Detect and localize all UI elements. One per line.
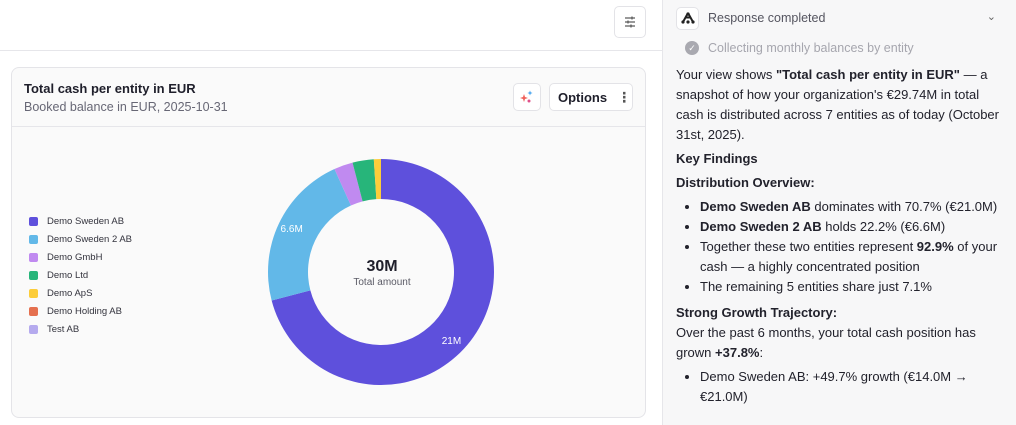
- list-item: The remaining 5 entities share just 7.1%: [700, 277, 1006, 297]
- card-subtitle: Booked balance in EUR, 2025-10-31: [24, 100, 228, 114]
- item-text: The remaining 5 entities share just 7.1%: [700, 279, 932, 294]
- legend-swatch: [29, 289, 38, 298]
- ai-assist-button[interactable]: [513, 83, 541, 111]
- legend-swatch: [29, 306, 38, 316]
- legend-swatch: [29, 271, 38, 281]
- slice-data-label: 6.6M: [281, 224, 303, 235]
- chart-card: Total cash per entity in EUR Booked bala…: [11, 67, 646, 418]
- donut-slice[interactable]: [271, 159, 494, 385]
- top-toolbar: [0, 0, 662, 51]
- card-title: Total cash per entity in EUR: [24, 81, 196, 96]
- item-text: dominates with 70.7% (€21.0M): [810, 199, 998, 214]
- assistant-message: Your view shows "Total cash per entity i…: [676, 65, 1006, 413]
- legend-item[interactable]: Demo GmbH: [29, 249, 132, 267]
- chevron-down-icon[interactable]: ⌄: [986, 11, 996, 23]
- legend-swatch: [29, 324, 38, 334]
- options-button[interactable]: Options ⋮: [549, 83, 633, 111]
- intro-text: Your view shows: [676, 67, 776, 82]
- item-text: Together these two entities represent: [700, 239, 917, 254]
- step-label: Collecting monthly balances by entity: [708, 41, 914, 55]
- card-header: Total cash per entity in EUR Booked bala…: [12, 68, 645, 127]
- list-item: Demo Sweden 2 AB holds 22.2% (€6.6M): [700, 217, 1006, 237]
- legend-item[interactable]: Demo Sweden 2 AB: [29, 231, 132, 249]
- assistant-logo-icon: [680, 12, 695, 24]
- donut-slice[interactable]: [373, 159, 381, 200]
- options-label: Options: [558, 89, 608, 105]
- vertical-dots-icon: ⋮: [617, 89, 632, 105]
- list-item: Demo Sweden AB dominates with 70.7% (€21…: [700, 197, 1006, 217]
- list-item: Together these two entities represent 92…: [700, 237, 1006, 277]
- legend-item[interactable]: Demo ApS: [29, 285, 132, 303]
- legend-label: Demo Sweden AB: [47, 216, 125, 228]
- intro-paragraph: Your view shows "Total cash per entity i…: [676, 65, 1006, 145]
- growth-heading: Strong Growth Trajectory:: [676, 305, 838, 320]
- filter-settings-button[interactable]: [614, 6, 646, 38]
- center-total-label: Total amount: [353, 277, 411, 288]
- response-header[interactable]: Response completed ⌄: [676, 6, 1006, 30]
- legend-item[interactable]: Test AB: [29, 320, 132, 338]
- distribution-heading: Distribution Overview:: [676, 175, 815, 190]
- legend-label: Test AB: [47, 323, 80, 335]
- chart-legend: Demo Sweden AB Demo Sweden 2 AB Demo GmbH D…: [29, 213, 132, 338]
- key-findings-heading: Key Findings: [676, 151, 758, 166]
- donut-slice[interactable]: [352, 159, 377, 202]
- item-text: of your cash — a highly concentrated pos…: [700, 239, 998, 274]
- growth-paragraph: Over the past 6 months, your total cash …: [676, 323, 1006, 363]
- center-total-value: 30M: [366, 258, 398, 275]
- item-bold: Demo Sweden AB: [700, 199, 811, 214]
- legend-label: Demo Ltd: [47, 270, 89, 282]
- intro-bold: "Total cash per entity in EUR": [775, 67, 960, 82]
- legend-label: Demo GmbH: [47, 252, 103, 264]
- item-bold: Demo Sweden 2 AB: [700, 219, 822, 234]
- donut-slice[interactable]: [268, 169, 351, 301]
- response-status: Response completed: [708, 11, 826, 25]
- growth-bold: +37.8%: [715, 345, 760, 360]
- completed-step: ✓ Collecting monthly balances by entity: [685, 41, 914, 55]
- main-panel: Total cash per entity in EUR Booked bala…: [0, 0, 662, 418]
- legend-item[interactable]: Demo Holding AB: [29, 302, 132, 320]
- legend-item[interactable]: Demo Ltd: [29, 267, 132, 285]
- slice-data-label: 21M: [442, 336, 461, 347]
- legend-swatch: [29, 217, 38, 227]
- check-circle-icon: ✓: [685, 41, 699, 55]
- item-text: holds 22.2% (€6.6M): [821, 219, 946, 234]
- legend-label: Demo Sweden 2 AB: [47, 234, 133, 246]
- legend-label: Demo ApS: [47, 288, 93, 299]
- assistant-panel: Response completed ⌄ ✓ Collecting monthl…: [662, 0, 1016, 425]
- growth-list: Demo Sweden AB: +49.7% growth (€14.0M → …: [700, 367, 1006, 407]
- item-bold: 92.9%: [916, 239, 954, 254]
- growth-text: Over the past 6 months, your total cash …: [676, 325, 976, 360]
- sliders-icon: [625, 16, 635, 28]
- list-item: Demo Sweden AB: +49.7% growth (€14.0M → …: [700, 367, 1006, 407]
- assistant-logo: [676, 6, 699, 30]
- intro-text-rest: — a snapshot of how your organization's …: [676, 67, 999, 142]
- sparkles-icon: [520, 90, 533, 103]
- donut-slice[interactable]: [334, 162, 363, 206]
- legend-swatch: [29, 235, 38, 245]
- donut-chart: 21M 6.6M: [268, 159, 494, 385]
- legend-item[interactable]: Demo Sweden AB: [29, 213, 132, 231]
- legend-swatch: [29, 253, 38, 263]
- distribution-list: Demo Sweden AB dominates with 70.7% (€21…: [700, 197, 1006, 297]
- legend-label: Demo Holding AB: [47, 305, 122, 317]
- growth-text-end: :: [759, 345, 764, 360]
